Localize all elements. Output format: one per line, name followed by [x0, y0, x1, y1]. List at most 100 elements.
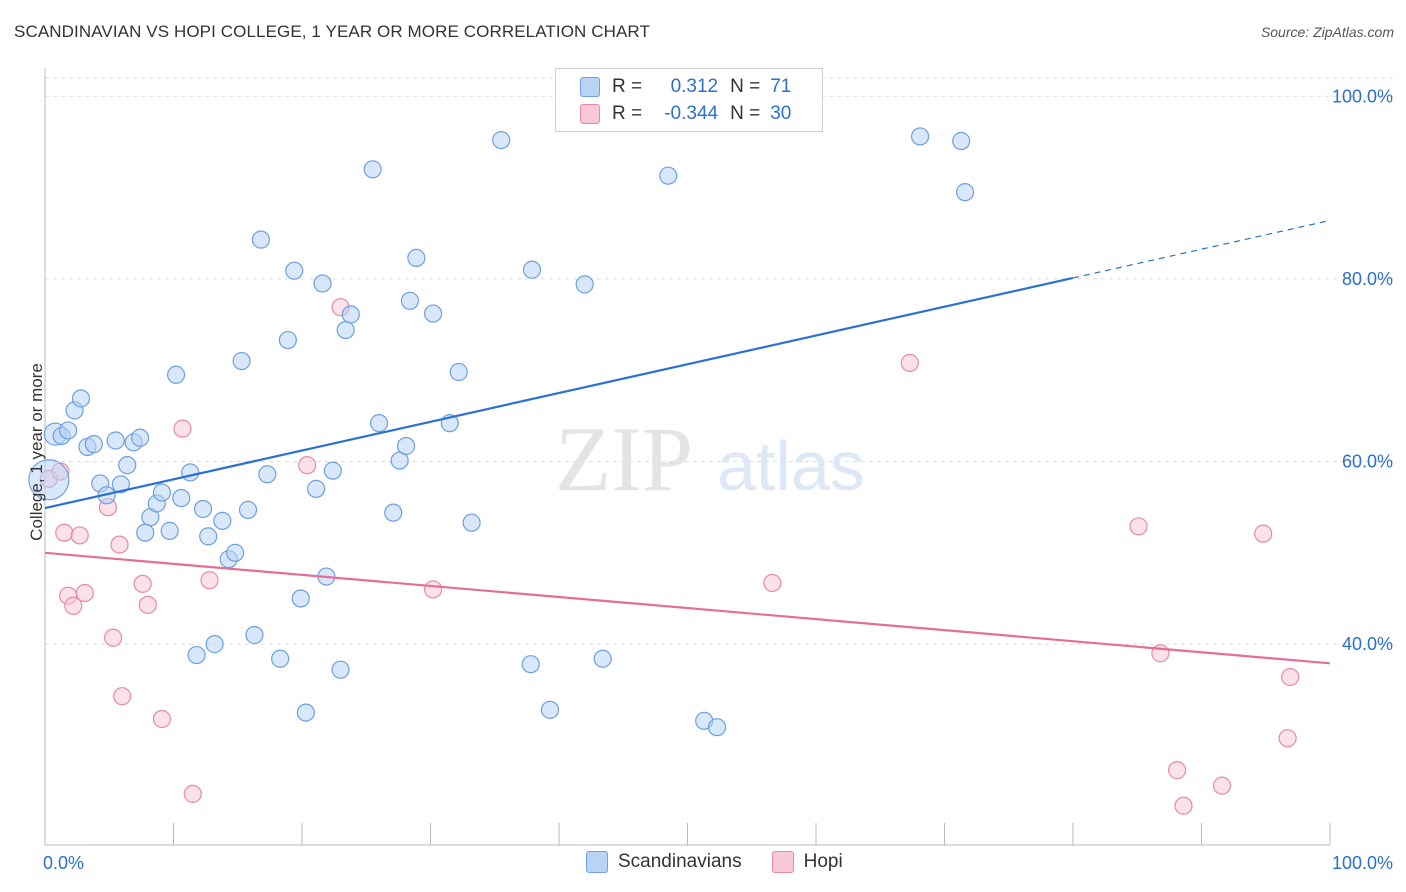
scandinavian-point	[278, 330, 297, 350]
legend-swatch-blue	[580, 77, 600, 97]
axes	[44, 68, 1331, 846]
scandinavian-point	[136, 523, 155, 542]
hopi-point	[152, 709, 172, 729]
hopi-point	[70, 526, 89, 545]
scandinavian-point	[285, 261, 304, 280]
scandinavian-point	[522, 260, 542, 279]
scandinavian-point	[323, 461, 342, 480]
scandinavian-point	[462, 513, 481, 532]
hopi-point	[1167, 761, 1187, 780]
y-tick-label: 100.0%	[1332, 86, 1393, 106]
scandinavian-point	[59, 421, 78, 440]
scandinavian-point	[363, 160, 382, 179]
scandinavian-point	[423, 304, 443, 323]
hopi-point	[55, 523, 74, 542]
scandinavian-point	[400, 291, 420, 310]
hopi-point	[138, 595, 157, 614]
scandinavian-point	[166, 365, 186, 384]
hopi-point	[112, 687, 132, 706]
scandinavian-point	[336, 320, 355, 340]
hopi-point	[298, 456, 317, 475]
scandinavian-point	[160, 521, 179, 540]
scandinavian-trend-line	[44, 276, 1074, 510]
scandinavian-point	[707, 718, 727, 737]
hopi-point	[200, 571, 219, 590]
legend-item-hopi[interactable]: Hopi	[771, 851, 843, 873]
scandinavian-point	[659, 166, 678, 185]
hopi-point	[1174, 796, 1193, 815]
scandinavian-point	[152, 483, 172, 502]
legend-n-label: N =	[730, 76, 761, 97]
scandinavian-point	[238, 500, 258, 519]
scandinavian-point	[258, 465, 277, 484]
hopi-point	[900, 353, 919, 372]
scandinavian-point	[172, 488, 191, 508]
y-tick-label: 80.0%	[1342, 269, 1393, 289]
scandinavian-point	[910, 127, 930, 146]
legend-row-hopi: R = -0.344 N = 30	[580, 102, 791, 126]
scandinavian-point	[71, 389, 91, 408]
scandinavian-point	[28, 459, 70, 501]
hopi-point	[75, 583, 94, 603]
scandinavian-point	[341, 305, 360, 324]
scandinavian-trend-extension	[1072, 219, 1331, 279]
scandinavian-point	[952, 131, 971, 151]
scandinavian-point	[187, 645, 206, 665]
scandinavian-point	[331, 660, 350, 679]
scandinavian-point	[130, 428, 150, 447]
scandinavian-points	[28, 87, 975, 737]
legend-r-label: R =	[612, 76, 643, 97]
legend-item-scandinavians[interactable]: Scandinavians	[586, 851, 742, 873]
scandinavian-point	[205, 635, 224, 654]
scandinavian-point	[118, 456, 137, 475]
scandinavian-point	[232, 351, 251, 371]
legend-n-value: 71	[770, 76, 792, 97]
scandinavian-point	[193, 499, 213, 519]
scandinavian-point	[291, 589, 310, 608]
hopi-point	[64, 596, 83, 615]
hopi-point	[1212, 776, 1232, 795]
legend-n-value: 30	[770, 103, 792, 124]
scandinavian-point	[245, 625, 264, 645]
scandinavian-point	[540, 700, 560, 719]
scandinavian-point	[370, 414, 389, 433]
x-tick-label: 100.0%	[1332, 853, 1393, 873]
hopi-point	[1281, 667, 1300, 687]
scandinavian-point	[199, 527, 218, 546]
scandinavian-point	[955, 183, 975, 202]
scandinavian-point	[213, 511, 232, 530]
hopi-point	[183, 784, 202, 803]
scandinavian-point	[521, 655, 540, 674]
scandinavian-point	[271, 649, 290, 668]
y-tick-label: 60.0%	[1342, 452, 1393, 472]
x-tick-label: 0.0%	[43, 853, 84, 873]
legend-label-hopi: Hopi	[803, 851, 843, 872]
watermark-zip: ZIP	[555, 408, 693, 510]
scandinavian-point	[106, 431, 125, 450]
scandinavian-point	[593, 649, 612, 668]
scandinavian-point	[449, 362, 468, 382]
scandinavian-point	[84, 435, 103, 454]
scandinavian-point	[313, 274, 332, 293]
trend-lines	[44, 219, 1331, 665]
hopi-point	[763, 573, 782, 593]
watermark: ZIP atlas	[555, 408, 865, 510]
hopi-trend-line	[44, 551, 1331, 665]
hopi-point	[423, 580, 443, 599]
hopi-point	[110, 535, 129, 554]
hopi-point	[104, 628, 123, 647]
hopi-point	[173, 419, 192, 438]
scandinavian-point	[181, 463, 200, 482]
hopi-point	[1129, 517, 1148, 536]
scandinavian-point	[296, 703, 315, 722]
legend-r-value: -0.344	[664, 103, 719, 124]
scandinavian-point	[251, 230, 270, 249]
scandinavian-point	[492, 130, 511, 150]
legend-swatch-pink	[771, 851, 794, 873]
legend-r-value: 0.312	[670, 76, 719, 97]
scandinavian-point	[111, 475, 130, 494]
tick-labels: 40.0% 60.0% 80.0% 100.0% 0.0% 100.0%	[43, 86, 1393, 873]
y-tick-label: 40.0%	[1342, 634, 1393, 654]
scandinavian-point	[407, 248, 426, 267]
